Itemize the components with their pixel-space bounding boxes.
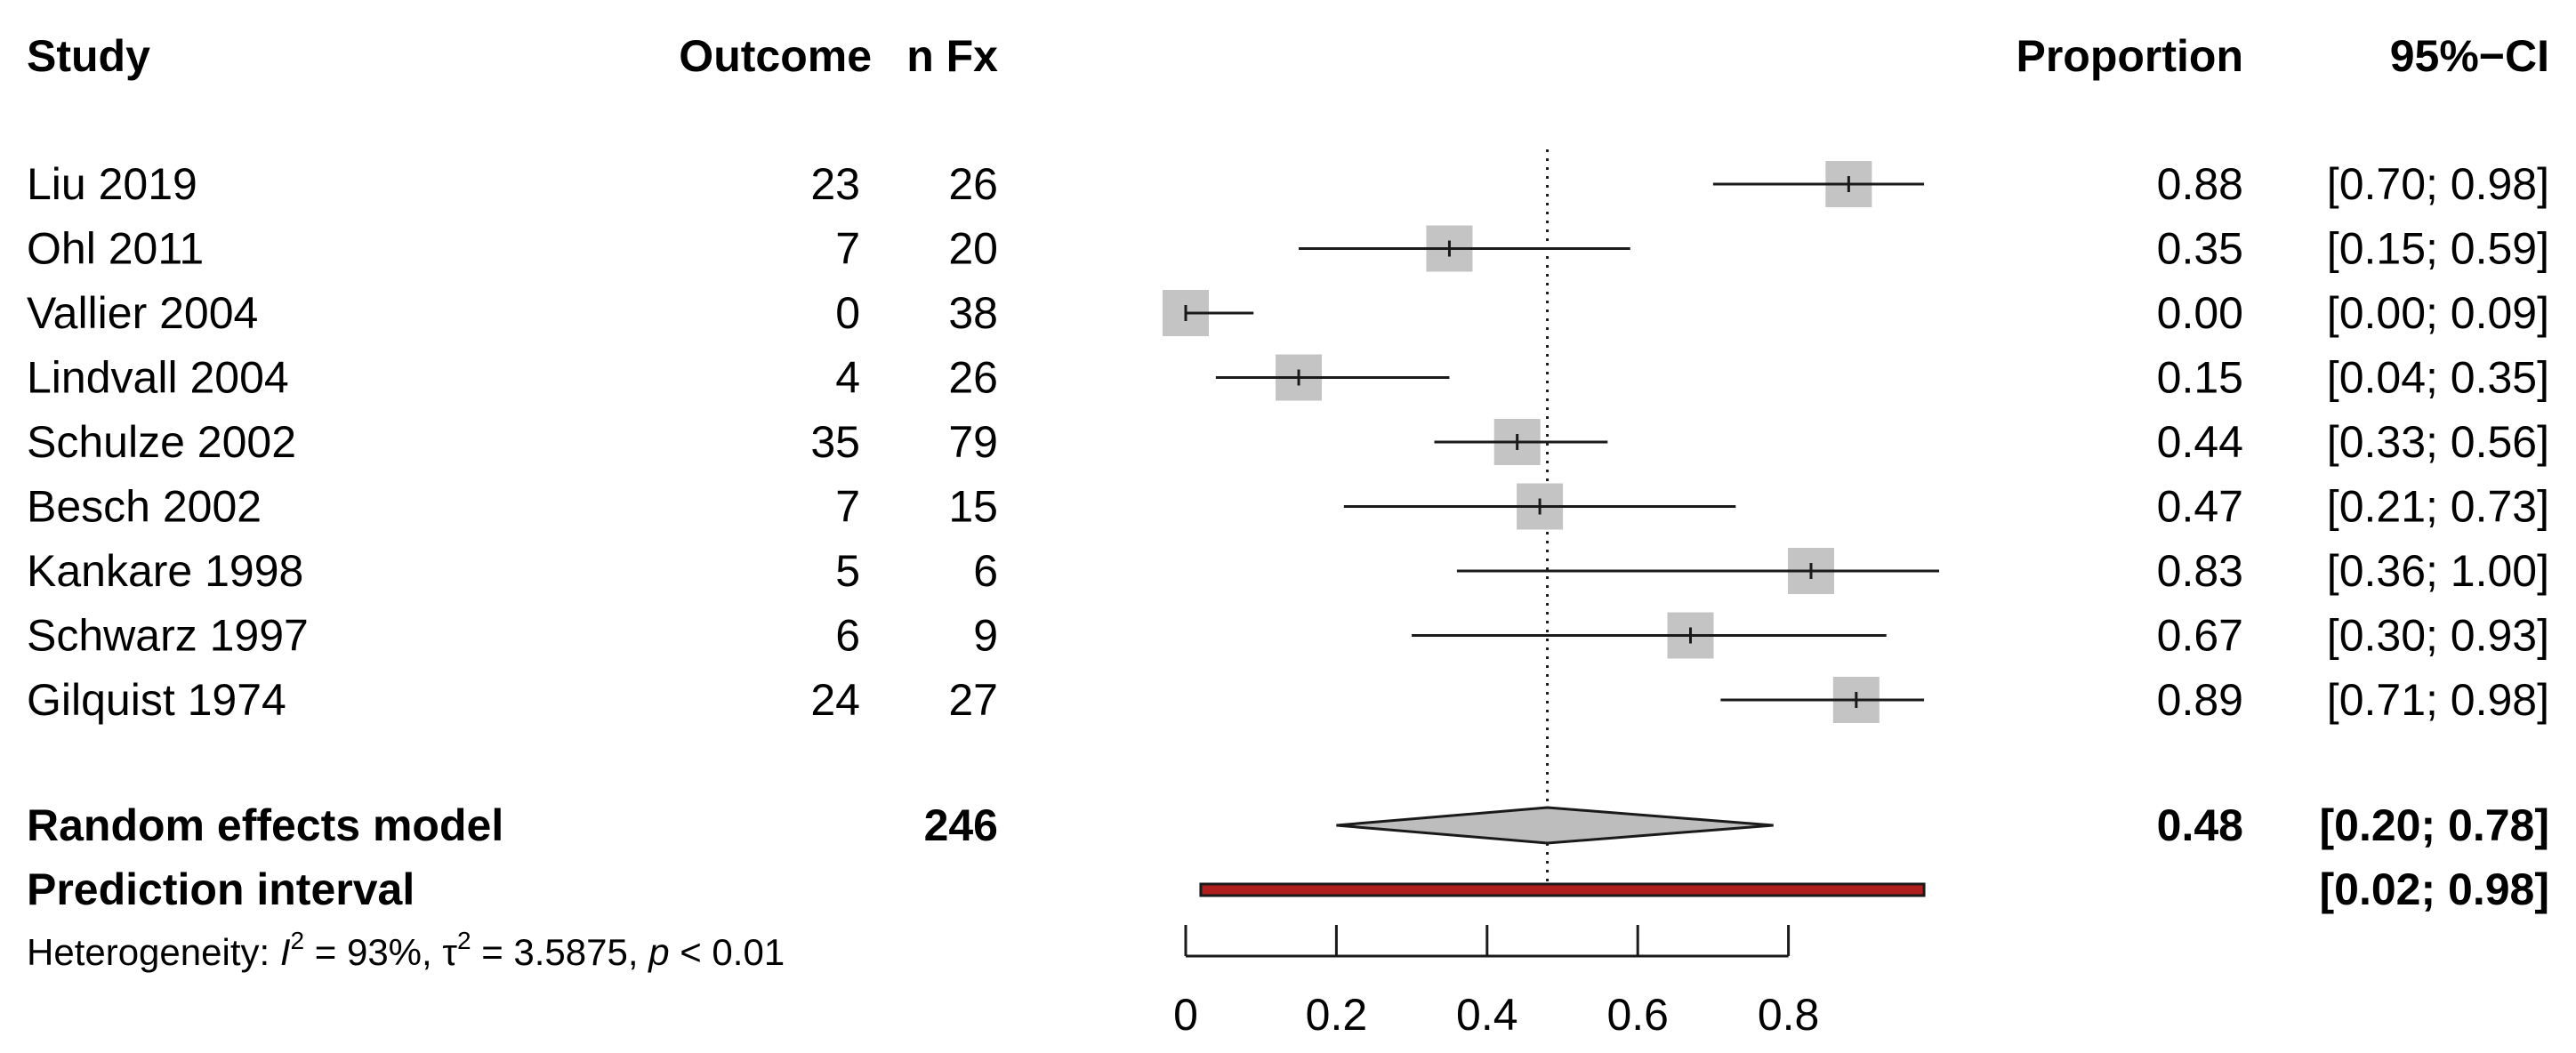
- study-row: Schulze 2002 35 79 0.44 [0.33; 0.56]: [27, 417, 2549, 467]
- study-estimate: 0.15: [2157, 353, 2243, 403]
- study-estimate: 0.88: [2157, 159, 2243, 209]
- study-n: 15: [948, 482, 998, 532]
- study-ci: [0.15; 0.59]: [2327, 224, 2549, 274]
- study-ci: [0.33; 0.56]: [2327, 417, 2549, 467]
- study-estimate: 0.67: [2157, 611, 2243, 661]
- i2-exponent: 2: [291, 927, 305, 954]
- study-rows: Liu 2019 23 26 0.88 [0.70; 0.98] Ohl 2011 7 20 0…: [27, 159, 2549, 725]
- prediction-interval-bar: [1199, 882, 1926, 897]
- study-n: 38: [948, 288, 998, 338]
- study-n: 26: [948, 353, 998, 403]
- p-value: < 0.01: [670, 931, 785, 973]
- study-ci: [0.71; 0.98]: [2327, 675, 2549, 725]
- study-n: 20: [948, 224, 998, 274]
- study-estimate: 0.83: [2157, 546, 2243, 596]
- header-ci: 95%−CI: [2390, 31, 2549, 81]
- random-effects-diamond: [1336, 806, 1774, 845]
- study-estimate: 0.89: [2157, 675, 2243, 725]
- heterogeneity-text: Heterogeneity: I2 = 93%, τ2 = 3.5875, p …: [27, 927, 785, 973]
- study-name: Lindvall 2004: [27, 353, 289, 403]
- x-axis-tick-label: 0.2: [1306, 990, 1368, 1040]
- header-study: Study: [27, 31, 150, 81]
- prediction-interval-ci: [0.02; 0.98]: [2320, 864, 2549, 914]
- study-outcome: 23: [810, 159, 860, 209]
- p-symbol: p: [647, 931, 669, 973]
- i2-symbol: I: [280, 931, 291, 973]
- study-outcome: 0: [835, 288, 860, 338]
- x-axis-tick-label: 0: [1173, 990, 1198, 1040]
- study-n: 9: [973, 611, 998, 661]
- study-n: 79: [948, 417, 998, 467]
- study-row: Schwarz 1997 6 9 0.67 [0.30; 0.93]: [27, 611, 2549, 661]
- study-ci: [0.36; 1.00]: [2327, 546, 2549, 596]
- study-estimate: 0.47: [2157, 482, 2243, 532]
- header-n: n Fx: [906, 31, 998, 81]
- study-estimate: 0.00: [2157, 288, 2243, 338]
- random-effects-ci: [0.20; 0.78]: [2320, 800, 2549, 850]
- study-ci: [0.70; 0.98]: [2327, 159, 2549, 209]
- x-axis-tick-label: 0.4: [1456, 990, 1518, 1040]
- study-name: Gilquist 1974: [27, 675, 286, 725]
- study-n: 27: [948, 675, 998, 725]
- study-row: Gilquist 1974 24 27 0.89 [0.71; 0.98]: [27, 675, 2549, 725]
- tau-exponent: 2: [457, 927, 471, 954]
- x-axis: 0 0.2 0.4 0.6 0.8: [1173, 925, 1819, 1040]
- i2-value: = 93%,: [304, 931, 442, 973]
- study-outcome: 35: [810, 417, 860, 467]
- study-outcome: 7: [835, 224, 860, 274]
- study-ci: [0.30; 0.93]: [2327, 611, 2549, 661]
- x-axis-tick-label: 0.8: [1758, 990, 1820, 1040]
- study-ci: [0.21; 0.73]: [2327, 482, 2549, 532]
- study-ci: [0.04; 0.35]: [2327, 353, 2549, 403]
- study-row: Lindvall 2004 4 26 0.15 [0.04; 0.35]: [27, 353, 2549, 403]
- random-effects-estimate: 0.48: [2157, 800, 2243, 850]
- study-outcome: 5: [835, 546, 860, 596]
- tau-symbol: τ: [442, 931, 457, 973]
- x-axis-tick-label: 0.6: [1606, 990, 1669, 1040]
- study-row: Vallier 2004 0 38 0.00 [0.00; 0.09]: [27, 288, 2549, 338]
- study-estimate: 0.35: [2157, 224, 2243, 274]
- study-row: Ohl 2011 7 20 0.35 [0.15; 0.59]: [27, 224, 2549, 274]
- header-proportion: Proportion: [2016, 31, 2243, 81]
- study-name: Kankare 1998: [27, 546, 303, 596]
- study-row: Besch 2002 7 15 0.47 [0.21; 0.73]: [27, 482, 2549, 532]
- study-outcome: 7: [835, 482, 860, 532]
- heterogeneity-prefix: Heterogeneity:: [27, 931, 280, 973]
- study-name: Ohl 2011: [27, 224, 204, 274]
- study-name: Schulze 2002: [27, 417, 296, 467]
- study-n: 26: [948, 159, 998, 209]
- study-row: Kankare 1998 5 6 0.83 [0.36; 1.00]: [27, 546, 2549, 596]
- study-estimate: 0.44: [2157, 417, 2243, 467]
- study-name: Liu 2019: [27, 159, 197, 209]
- tau-value: = 3.5875,: [471, 931, 649, 973]
- study-name: Besch 2002: [27, 482, 262, 532]
- study-ci: [0.00; 0.09]: [2327, 288, 2549, 338]
- study-outcome: 24: [810, 675, 860, 725]
- random-effects-n-total: 246: [924, 800, 998, 850]
- random-effects-label: Random effects model: [27, 800, 503, 850]
- study-outcome: 4: [835, 353, 860, 403]
- study-name: Schwarz 1997: [27, 611, 309, 661]
- study-name: Vallier 2004: [27, 288, 258, 338]
- header-outcome: Outcome: [679, 31, 872, 81]
- study-n: 6: [973, 546, 998, 596]
- prediction-interval-label: Prediction interval: [27, 864, 415, 914]
- study-outcome: 6: [835, 611, 860, 661]
- study-row: Liu 2019 23 26 0.88 [0.70; 0.98]: [27, 159, 2549, 209]
